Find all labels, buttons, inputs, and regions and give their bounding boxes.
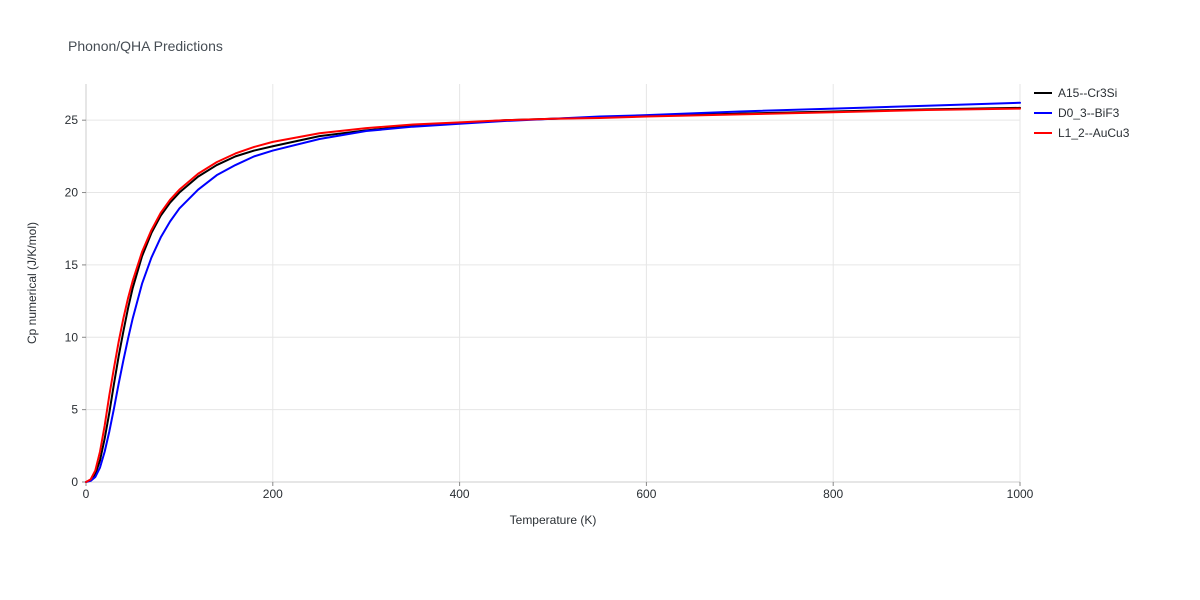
x-tick-label: 200: [263, 487, 283, 501]
plot-svg: 0 200 400 600 800 1000 0 5 10 15 20 25 Temperature (…: [0, 0, 1200, 600]
legend-label: L1_2--AuCu3: [1058, 126, 1129, 140]
legend-swatch: [1034, 112, 1052, 114]
y-tick-label: 10: [65, 330, 79, 344]
chart-container: { "chart": { "type": "line", "title": "P…: [0, 0, 1200, 600]
legend-swatch: [1034, 132, 1052, 134]
x-tick-label: 800: [823, 487, 843, 501]
series-line: [86, 108, 1020, 482]
x-tick-label: 600: [636, 487, 656, 501]
y-tick-label: 25: [65, 113, 79, 127]
series-line: [86, 109, 1020, 482]
legend-label: A15--Cr3Si: [1058, 86, 1117, 100]
legend-label: D0_3--BiF3: [1058, 106, 1119, 120]
y-axis-label: Cp numerical (J/K/mol): [25, 222, 39, 344]
x-tick-label: 1000: [1007, 487, 1034, 501]
legend-item[interactable]: A15--Cr3Si: [1034, 84, 1129, 102]
x-axis-label: Temperature (K): [510, 513, 597, 527]
y-tick-label: 5: [71, 403, 78, 417]
legend-swatch: [1034, 92, 1052, 94]
y-tick-label: 20: [65, 186, 79, 200]
legend-item[interactable]: L1_2--AuCu3: [1034, 124, 1129, 142]
x-tick-label: 400: [450, 487, 470, 501]
y-tick-label: 15: [65, 258, 79, 272]
x-tick-label: 0: [83, 487, 90, 501]
legend-item[interactable]: D0_3--BiF3: [1034, 104, 1129, 122]
legend: A15--Cr3Si D0_3--BiF3 L1_2--AuCu3: [1034, 84, 1129, 144]
y-tick-label: 0: [71, 475, 78, 489]
